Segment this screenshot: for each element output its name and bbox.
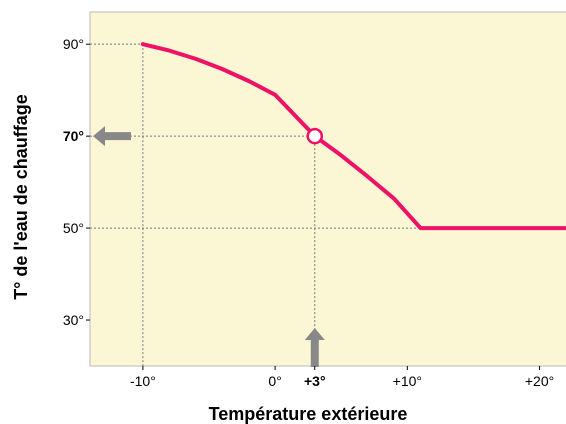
y-tick-label: 70°: [63, 128, 84, 144]
y-axis-label: T° de l'eau de chauffage: [11, 94, 31, 300]
indicator-arrows: [93, 126, 325, 367]
x-axis-ticks: -10° 0° +3° +10° +20°: [130, 366, 554, 389]
arrow-left-icon: [93, 126, 131, 147]
x-tick-label: 0°: [268, 373, 281, 389]
y-tick-label: 30°: [63, 312, 84, 328]
highlight-point: [306, 127, 324, 145]
x-tick-label: +20°: [525, 373, 554, 389]
series-line: [140, 42, 566, 231]
y-axis-ticks: 30° 50° 70° 90°: [63, 36, 90, 328]
plot-area: [89, 11, 566, 367]
x-axis-label: Température extérieure: [209, 404, 408, 424]
arrow-up-icon: [304, 328, 325, 367]
x-tick-label: +3°: [304, 373, 326, 389]
x-tick-label: -10°: [130, 373, 156, 389]
x-tick-label: +10°: [393, 373, 422, 389]
y-tick-label: 90°: [63, 36, 84, 52]
y-tick-label: 50°: [63, 220, 84, 236]
